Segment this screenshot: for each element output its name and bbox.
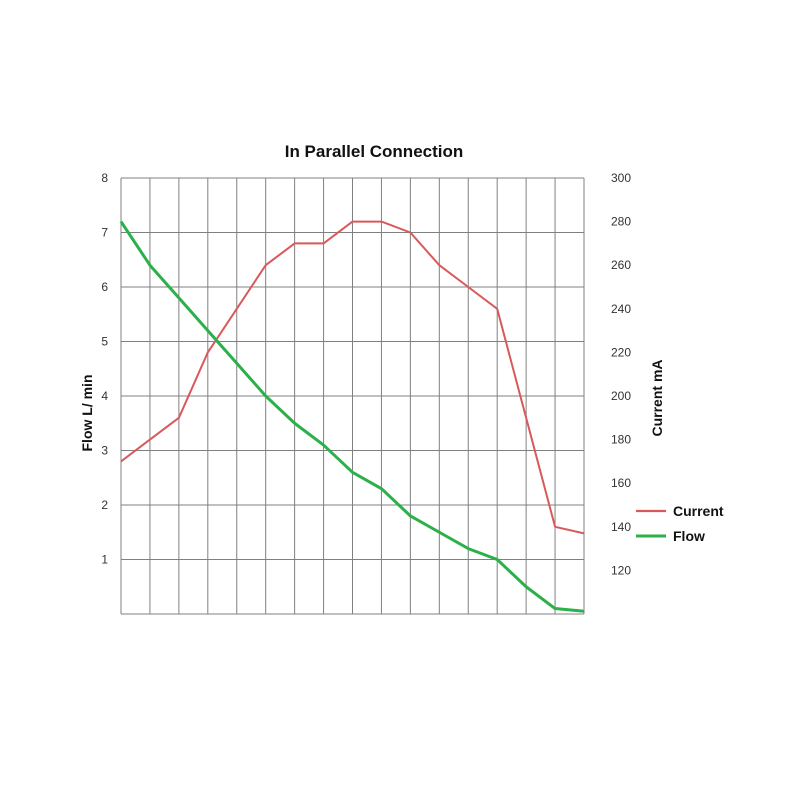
grid-lines [120,177,585,615]
legend-label-flow: Flow [673,528,705,544]
legend: Current Flow [636,503,724,544]
left-tick-1: 1 [101,553,108,567]
right-tick-160: 160 [611,476,631,490]
chart-title: In Parallel Connection [285,142,464,161]
legend-label-current: Current [673,503,724,519]
right-tick-140: 140 [611,520,631,534]
right-axis-label: Current mA [649,359,665,436]
left-tick-2: 2 [101,498,108,512]
left-axis-ticks: 1 2 3 4 5 6 7 8 [101,171,108,567]
left-tick-5: 5 [101,335,108,349]
left-axis-label: Flow L/ min [79,375,95,452]
right-tick-240: 240 [611,302,631,316]
right-tick-200: 200 [611,389,631,403]
left-tick-8: 8 [101,171,108,185]
right-tick-280: 280 [611,215,631,229]
right-tick-260: 260 [611,258,631,272]
left-tick-4: 4 [101,389,108,403]
right-tick-220: 220 [611,345,631,359]
right-tick-120: 120 [611,563,631,577]
left-tick-7: 7 [101,226,108,240]
right-axis-ticks: 120 140 160 180 200 220 240 260 280 300 [611,171,631,577]
series-line-current [120,220,585,535]
series-line-flow [119,220,585,613]
right-tick-300: 300 [611,171,631,185]
right-tick-180: 180 [611,433,631,447]
left-tick-3: 3 [101,444,108,458]
series-lines [119,220,585,613]
left-tick-6: 6 [101,280,108,294]
